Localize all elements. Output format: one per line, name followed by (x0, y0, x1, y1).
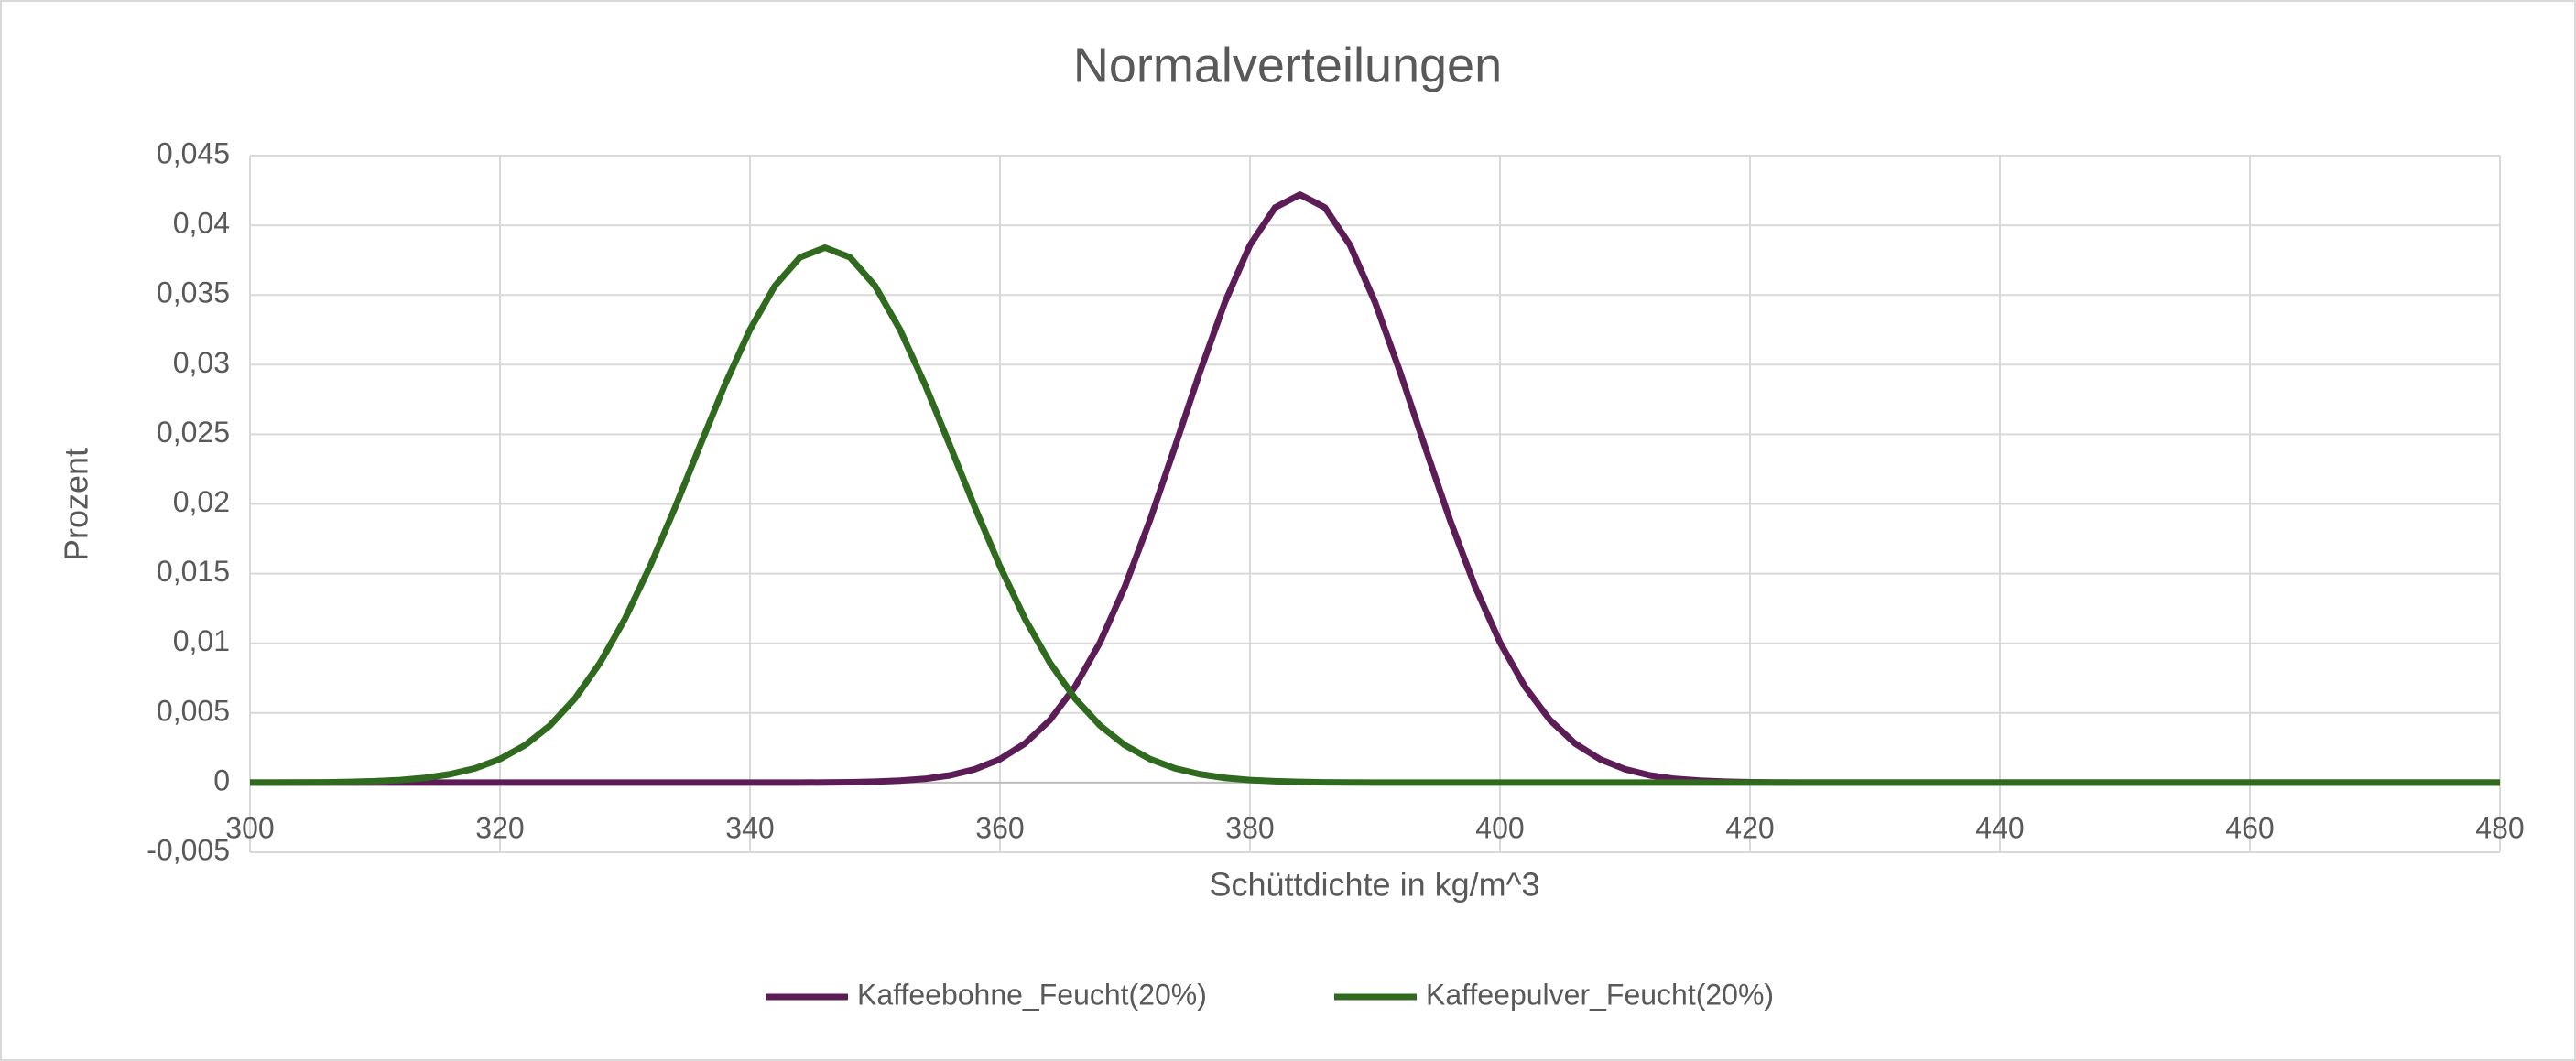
x-tick-label: 420 (1725, 811, 1774, 844)
y-tick-label: 0,005 (157, 694, 230, 727)
y-tick-label: 0,02 (173, 485, 230, 518)
y-tick-label: 0,01 (173, 624, 230, 657)
legend-label: Kaffeepulver_Feucht(20%) (1426, 978, 1774, 1011)
x-tick-label: 400 (1475, 811, 1524, 844)
x-tick-label: 320 (475, 811, 524, 844)
x-tick-label: 480 (2475, 811, 2524, 844)
legend-label: Kaffeebohne_Feucht(20%) (857, 978, 1207, 1011)
x-tick-label: 340 (725, 811, 774, 844)
y-tick-label: 0,015 (157, 555, 230, 588)
x-tick-label: 360 (975, 811, 1024, 844)
y-tick-label: 0,04 (173, 207, 230, 240)
x-tick-label: 440 (1975, 811, 2024, 844)
y-tick-label: 0,025 (157, 416, 230, 449)
y-tick-label: 0 (213, 763, 230, 796)
chart-title: Normalverteilungen (1073, 38, 1502, 92)
x-axis-title: Schüttdichte in kg/m^3 (1209, 866, 1539, 904)
y-tick-label: 0,045 (157, 136, 230, 169)
y-axis-title: Prozent (58, 448, 95, 561)
x-tick-label: 380 (1225, 811, 1274, 844)
y-tick-label: 0,035 (157, 276, 230, 309)
y-tick-label: -0,005 (147, 833, 230, 866)
series-line (250, 244, 2500, 786)
x-tick-label: 460 (2225, 811, 2274, 844)
y-tick-label: 0,03 (173, 346, 230, 379)
x-tick-label: 300 (225, 811, 274, 844)
